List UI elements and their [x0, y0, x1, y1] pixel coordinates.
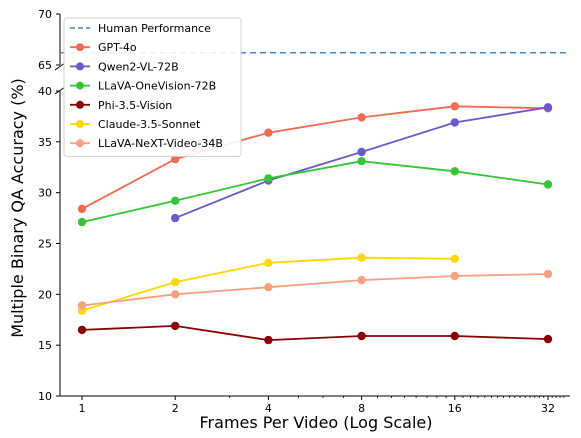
data-point — [450, 254, 459, 263]
data-point — [357, 253, 366, 262]
data-point — [264, 258, 273, 267]
data-point — [450, 271, 459, 281]
y-tick-label: 15 — [38, 339, 52, 352]
series-group — [77, 102, 553, 345]
series-line — [81, 160, 549, 223]
data-point — [543, 180, 553, 189]
y-tick-label: 65 — [38, 59, 52, 72]
x-tick-label: 2 — [172, 402, 179, 415]
series-line — [81, 105, 549, 210]
y-tick-label: 25 — [38, 238, 52, 251]
y-tick-label: 20 — [38, 288, 52, 301]
data-point — [171, 196, 180, 205]
x-axis-label: Frames Per Video (Log Scale) — [200, 413, 433, 432]
data-point — [357, 331, 366, 341]
y-tick-label: 30 — [38, 187, 52, 200]
data-point — [77, 325, 87, 335]
y-axis-label: Multiple Binary QA Accuracy (%) — [8, 78, 27, 338]
y-tick-label: 70 — [38, 8, 52, 21]
data-point — [171, 213, 180, 223]
legend-label: Qwen2-VL-72B — [98, 60, 179, 73]
legend-label: LLaVA-OneVision-72B — [98, 80, 216, 93]
legend-marker — [76, 120, 84, 128]
data-point — [264, 283, 273, 292]
y-tick-label: 10 — [38, 390, 52, 403]
legend: Human Performance GPT-4o Qwen2-VL-72B LLaVA… — [63, 17, 242, 157]
legend-marker — [76, 139, 84, 148]
data-point — [171, 154, 180, 164]
series-line — [81, 273, 549, 307]
legend-marker — [76, 100, 84, 109]
data-point — [77, 204, 87, 214]
legend-label: Human Performance — [98, 22, 211, 35]
x-tick-label: 16 — [448, 402, 462, 415]
data-point — [543, 269, 553, 279]
data-point — [450, 118, 459, 127]
data-point — [264, 174, 273, 183]
data-point — [450, 167, 459, 176]
data-point — [450, 102, 459, 111]
tick-labels-group: 10 15 20 25 30 35 40 65 70 1 2 4 8 16 32 — [38, 8, 565, 415]
x-tick-label: 1 — [79, 402, 86, 415]
data-point — [450, 331, 459, 341]
data-point — [171, 290, 180, 299]
data-point — [357, 157, 366, 166]
data-point — [543, 334, 553, 344]
data-point — [171, 321, 180, 331]
series-line — [81, 324, 549, 342]
y-tick-label: 40 — [38, 85, 52, 98]
legend-label: Phi-3.5-Vision — [98, 99, 172, 112]
data-point — [543, 103, 553, 112]
y-tick-label: 35 — [38, 136, 52, 149]
data-point — [171, 277, 180, 287]
legend-marker — [76, 62, 84, 71]
data-point — [77, 301, 87, 310]
legend-marker — [76, 81, 84, 90]
legend-marker — [76, 43, 84, 52]
data-point — [264, 335, 273, 345]
x-tick-label: 32 — [541, 402, 555, 415]
axis-break-mark — [54, 62, 66, 71]
data-point — [264, 128, 273, 137]
legend-label: LLaVA-NeXT-Video-34B — [98, 137, 223, 150]
data-point — [357, 147, 366, 157]
legend-box — [63, 17, 242, 157]
x-tick-label: 4 — [265, 402, 272, 415]
x-tick-label: 8 — [358, 402, 365, 415]
legend-label: GPT-4o — [98, 41, 137, 54]
data-point — [357, 275, 366, 285]
legend-label: Claude-3.5-Sonnet — [98, 118, 201, 131]
data-point — [77, 217, 87, 227]
data-point — [357, 113, 366, 122]
